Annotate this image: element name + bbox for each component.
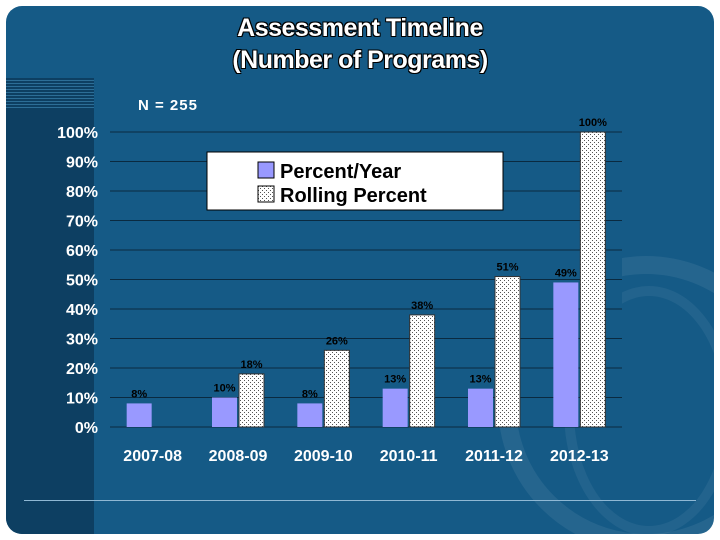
bar-value-label: 18% bbox=[240, 359, 262, 371]
legend-swatch-percent-year bbox=[257, 161, 275, 179]
y-tick-label: 90% bbox=[66, 155, 98, 172]
bar-rolling-percent bbox=[323, 349, 350, 428]
title-line-2: (Number of Programs) bbox=[232, 46, 488, 74]
bar-percent-year bbox=[297, 403, 323, 427]
bar-value-label: 10% bbox=[213, 383, 235, 395]
x-tick-label: 2008-09 bbox=[209, 448, 268, 465]
title-line-1: Assessment Timeline bbox=[237, 14, 483, 42]
bar-percent-year bbox=[553, 282, 579, 427]
y-tick-label: 20% bbox=[66, 361, 98, 378]
bar-rolling-percent bbox=[494, 276, 521, 428]
bar-percent-year bbox=[382, 388, 408, 427]
left-sidebar-band bbox=[6, 78, 94, 534]
bar-value-label: 8% bbox=[131, 388, 147, 400]
bar-rolling-percent bbox=[238, 373, 265, 428]
bar-percent-year bbox=[468, 388, 493, 427]
bar-value-label: 13% bbox=[469, 374, 491, 386]
legend-swatch-rolling-percent bbox=[257, 185, 275, 203]
bar-rolling-percent bbox=[579, 131, 606, 428]
bar-value-label: 8% bbox=[302, 388, 318, 400]
bar-percent-year bbox=[126, 403, 152, 427]
y-tick-label: 0% bbox=[75, 420, 98, 437]
bar-value-label: 51% bbox=[496, 262, 518, 274]
sidebar-stripes bbox=[6, 78, 94, 108]
bar-value-label: 49% bbox=[555, 267, 577, 279]
bar-rolling-percent bbox=[409, 314, 436, 428]
bar-value-label: 13% bbox=[384, 374, 406, 386]
y-tick-label: 30% bbox=[66, 332, 98, 349]
y-tick-label: 70% bbox=[66, 214, 98, 231]
y-tick-label: 100% bbox=[57, 125, 98, 142]
legend-box bbox=[206, 151, 504, 211]
legend-label-rolling-percent: Rolling Percent bbox=[280, 185, 427, 207]
x-tick-label: 2007-08 bbox=[123, 448, 182, 465]
footer-divider bbox=[24, 500, 696, 501]
x-tick-label: 2011-12 bbox=[465, 448, 523, 465]
y-tick-label: 10% bbox=[66, 391, 98, 408]
y-tick-label: 80% bbox=[66, 184, 98, 201]
bar-value-label: 26% bbox=[326, 335, 348, 347]
legend: Percent/Year Rolling Percent bbox=[206, 151, 504, 211]
y-tick-label: 40% bbox=[66, 302, 98, 319]
y-tick-label: 60% bbox=[66, 243, 98, 260]
bar-value-label: 38% bbox=[411, 300, 433, 312]
annotation-n: N = 255 bbox=[138, 97, 198, 114]
bar-value-label: 100% bbox=[579, 117, 607, 129]
y-tick-label: 50% bbox=[66, 273, 98, 290]
x-tick-label: 2009-10 bbox=[294, 448, 353, 465]
x-tick-label: 2012-13 bbox=[550, 448, 609, 465]
bar-percent-year bbox=[212, 397, 237, 427]
x-tick-label: 2010-11 bbox=[380, 448, 438, 465]
slide-title: Assessment Timeline (Number of Programs) bbox=[6, 12, 714, 76]
legend-label-percent-year: Percent/Year bbox=[280, 161, 401, 183]
